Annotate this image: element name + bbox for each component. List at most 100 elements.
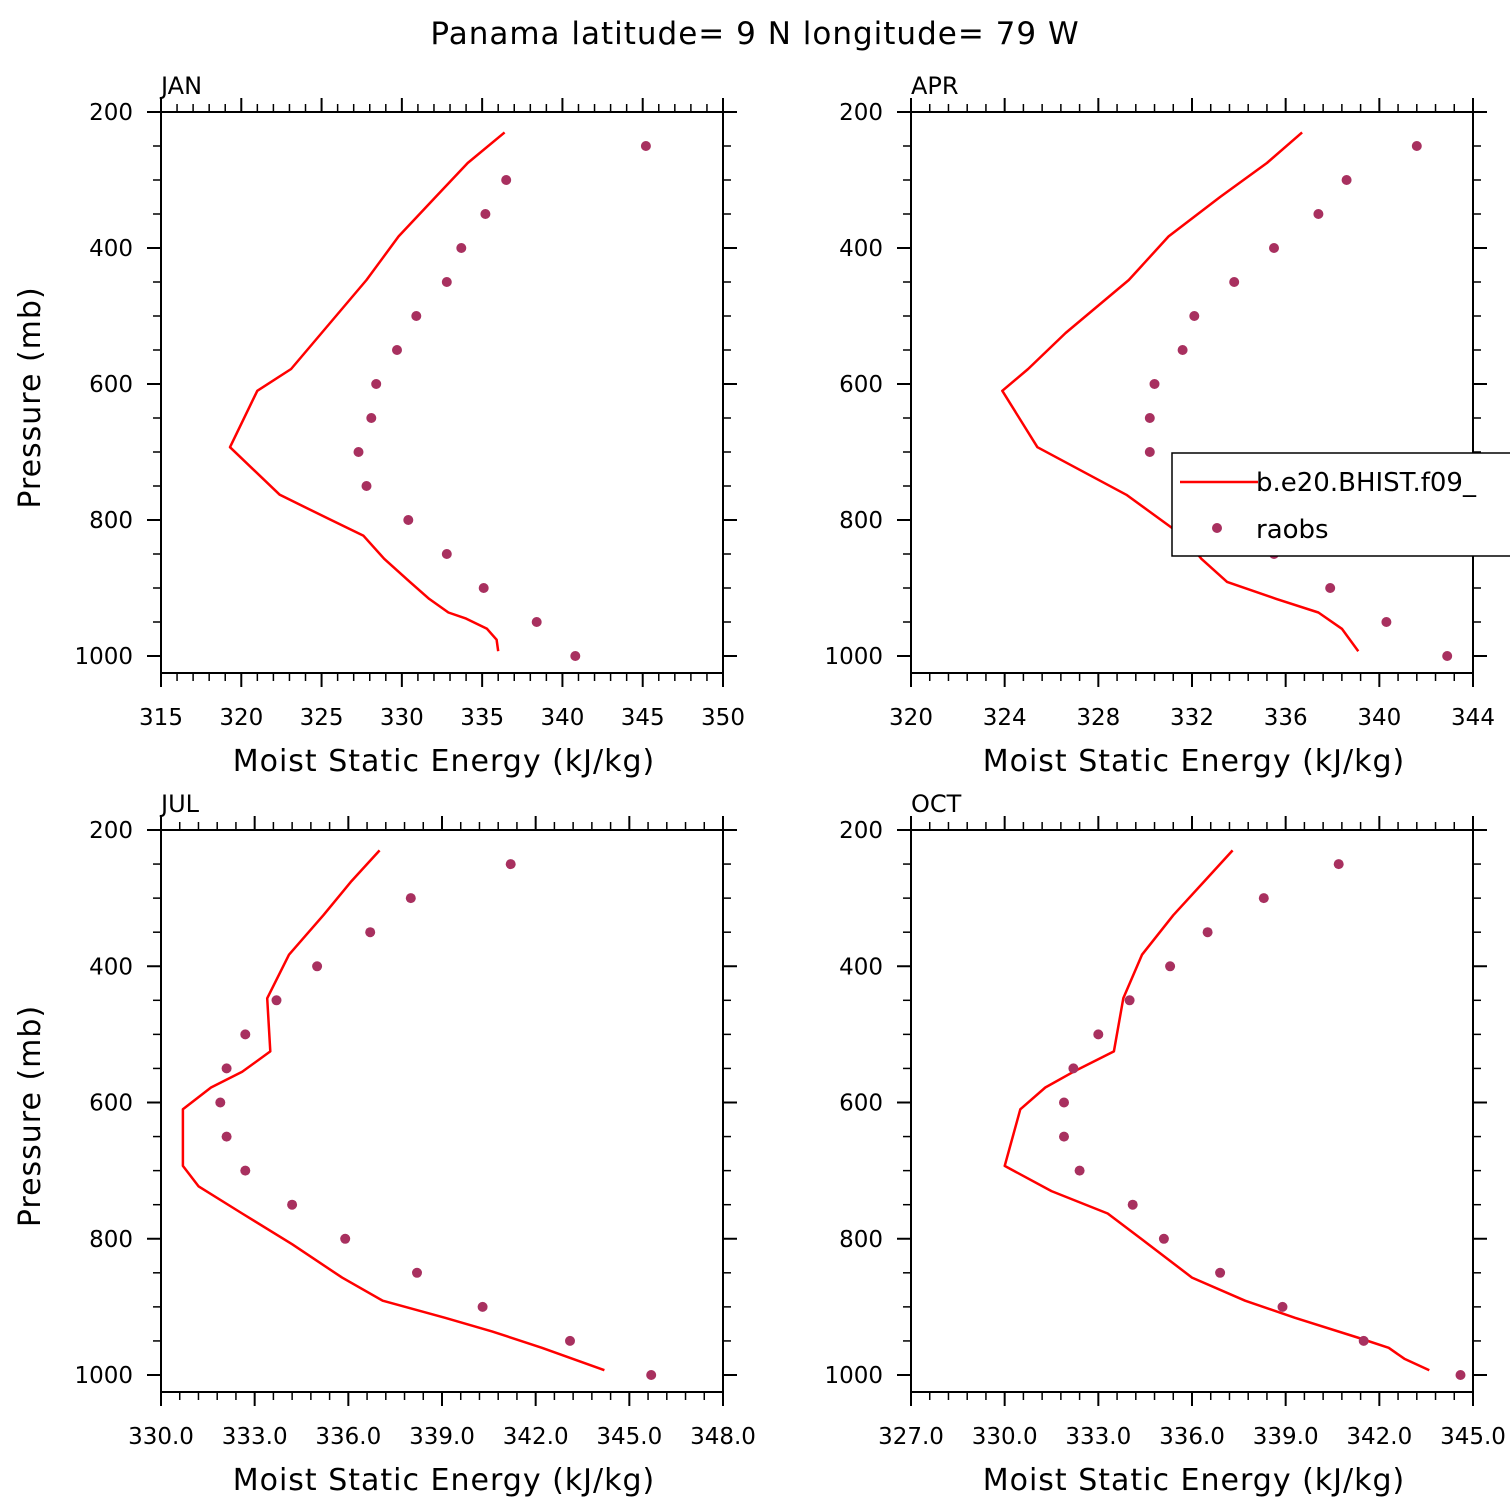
raobs-point	[1215, 1267, 1226, 1278]
y-tick-label: 1000	[74, 1363, 133, 1389]
legend-model-label: b.e20.BHIST.f09_	[1256, 468, 1477, 498]
y-tick-label: 800	[89, 508, 133, 534]
raobs-point	[1158, 1233, 1169, 1244]
x-tick-label: 332	[1170, 705, 1214, 731]
raobs-point	[478, 583, 489, 593]
x-tick-label: 344	[1451, 705, 1495, 731]
raobs-point	[1068, 1063, 1079, 1074]
x-tick-label: 327.0	[878, 1424, 944, 1450]
raobs-point	[1341, 175, 1352, 185]
x-tick-label: 333.0	[222, 1424, 288, 1450]
y-tick-label: 800	[839, 1227, 883, 1253]
raobs-point	[505, 859, 516, 870]
x-axis-label: Moist Static Energy (kJ/kg)	[983, 744, 1406, 779]
y-axis-label: Pressure (mb)	[13, 286, 48, 508]
raobs-point	[361, 481, 372, 491]
raobs-point	[1144, 447, 1155, 457]
model-series-line	[1003, 849, 1430, 1372]
y-tick-label: 600	[89, 1091, 133, 1117]
raobs-point	[1127, 1199, 1138, 1210]
raobs-point	[1442, 651, 1453, 661]
x-tick-label: 339.0	[409, 1424, 475, 1450]
y-tick-label: 400	[89, 236, 133, 262]
raobs-point	[1165, 961, 1176, 972]
x-axis-label: Moist Static Energy (kJ/kg)	[233, 1463, 656, 1498]
x-tick-label: 345.0	[1440, 1424, 1506, 1450]
raobs-point	[1381, 617, 1392, 627]
raobs-point	[1325, 583, 1336, 593]
raobs-point	[271, 995, 282, 1006]
x-tick-label: 330.0	[128, 1424, 194, 1450]
raobs-point	[570, 651, 581, 661]
raobs-point	[565, 1335, 575, 1346]
x-tick-label: 342.0	[1346, 1424, 1412, 1450]
raobs-point	[441, 549, 452, 559]
raobs-point	[403, 515, 414, 525]
panel-title: JAN	[159, 72, 202, 100]
y-tick-label: 400	[89, 954, 133, 980]
raobs-point	[1411, 141, 1422, 151]
panel-oct: OCT 327.0 330.0 333.0 336.0 339.0 342.0 345.0 20…	[824, 790, 1505, 1498]
y-tick-label: 200	[89, 818, 133, 844]
x-axis-label: Moist Static Energy (kJ/kg)	[233, 744, 656, 779]
y-tick-label: 200	[839, 100, 883, 126]
raobs-point	[477, 1301, 488, 1312]
raobs-point	[640, 141, 651, 151]
x-tick-label: 342.0	[503, 1424, 569, 1450]
plot-frame	[160, 829, 724, 1393]
raobs-point	[441, 277, 452, 287]
x-tick-label: 345	[621, 705, 665, 731]
x-tick-label: 320	[889, 705, 933, 731]
raobs-point	[1093, 1029, 1104, 1040]
x-axis-label: Moist Static Energy (kJ/kg)	[983, 1463, 1406, 1498]
y-tick-label: 800	[89, 1227, 133, 1253]
raobs-point	[1074, 1165, 1085, 1176]
y-tick-label: 1000	[74, 644, 133, 670]
x-tick-label: 345.0	[596, 1424, 662, 1450]
legend: b.e20.BHIST.f09_raobs	[1171, 452, 1510, 557]
x-tick-label: 340	[540, 705, 584, 731]
raobs-point	[365, 927, 376, 938]
raobs-point	[1277, 1301, 1288, 1312]
x-tick-label: 350	[701, 705, 745, 731]
plot-frame	[160, 111, 724, 674]
panel-title: APR	[911, 72, 959, 100]
legend-box	[1171, 452, 1510, 557]
raobs-point	[531, 617, 542, 627]
raobs-point	[366, 413, 377, 423]
x-tick-label: 315	[139, 705, 183, 731]
plot-frame	[910, 111, 1474, 674]
panel-title: OCT	[911, 790, 962, 818]
raobs-point	[1059, 1131, 1069, 1142]
raobs-point	[1455, 1370, 1466, 1380]
y-axis-label: Pressure (mb)	[13, 1005, 48, 1227]
y-tick-label: 200	[839, 818, 883, 844]
x-tick-label: 348.0	[690, 1424, 756, 1450]
raobs-point	[1177, 345, 1188, 355]
x-tick-label: 336	[1264, 705, 1308, 731]
x-tick-label: 324	[983, 705, 1027, 731]
raobs-point	[340, 1233, 351, 1244]
raobs-point	[312, 961, 323, 972]
x-tick-label: 320	[219, 705, 263, 731]
figure-title: Panama latitude= 9 N longitude= 79 W	[430, 16, 1079, 52]
panel-title: JUL	[159, 790, 200, 818]
y-tick-label: 400	[839, 954, 883, 980]
raobs-point	[1202, 927, 1213, 938]
x-tick-label: 325	[300, 705, 344, 731]
legend-obs-swatch	[1212, 523, 1222, 533]
model-series-line	[228, 131, 506, 652]
raobs-point	[1229, 277, 1240, 287]
raobs-point	[1189, 311, 1200, 321]
model-series-line	[1001, 131, 1360, 652]
raobs-point	[412, 1267, 422, 1278]
raobs-point	[1124, 995, 1135, 1006]
x-tick-label: 336.0	[1159, 1424, 1225, 1450]
raobs-point	[240, 1165, 251, 1176]
x-tick-label: 335	[460, 705, 504, 731]
raobs-point	[1333, 859, 1344, 870]
raobs-point	[392, 345, 402, 355]
x-tick-label: 330.0	[972, 1424, 1038, 1450]
raobs-point	[371, 379, 382, 389]
panel-jan: JAN 315 320 325 330 335 340 345 350 200 400 600 800 1…	[13, 72, 745, 779]
